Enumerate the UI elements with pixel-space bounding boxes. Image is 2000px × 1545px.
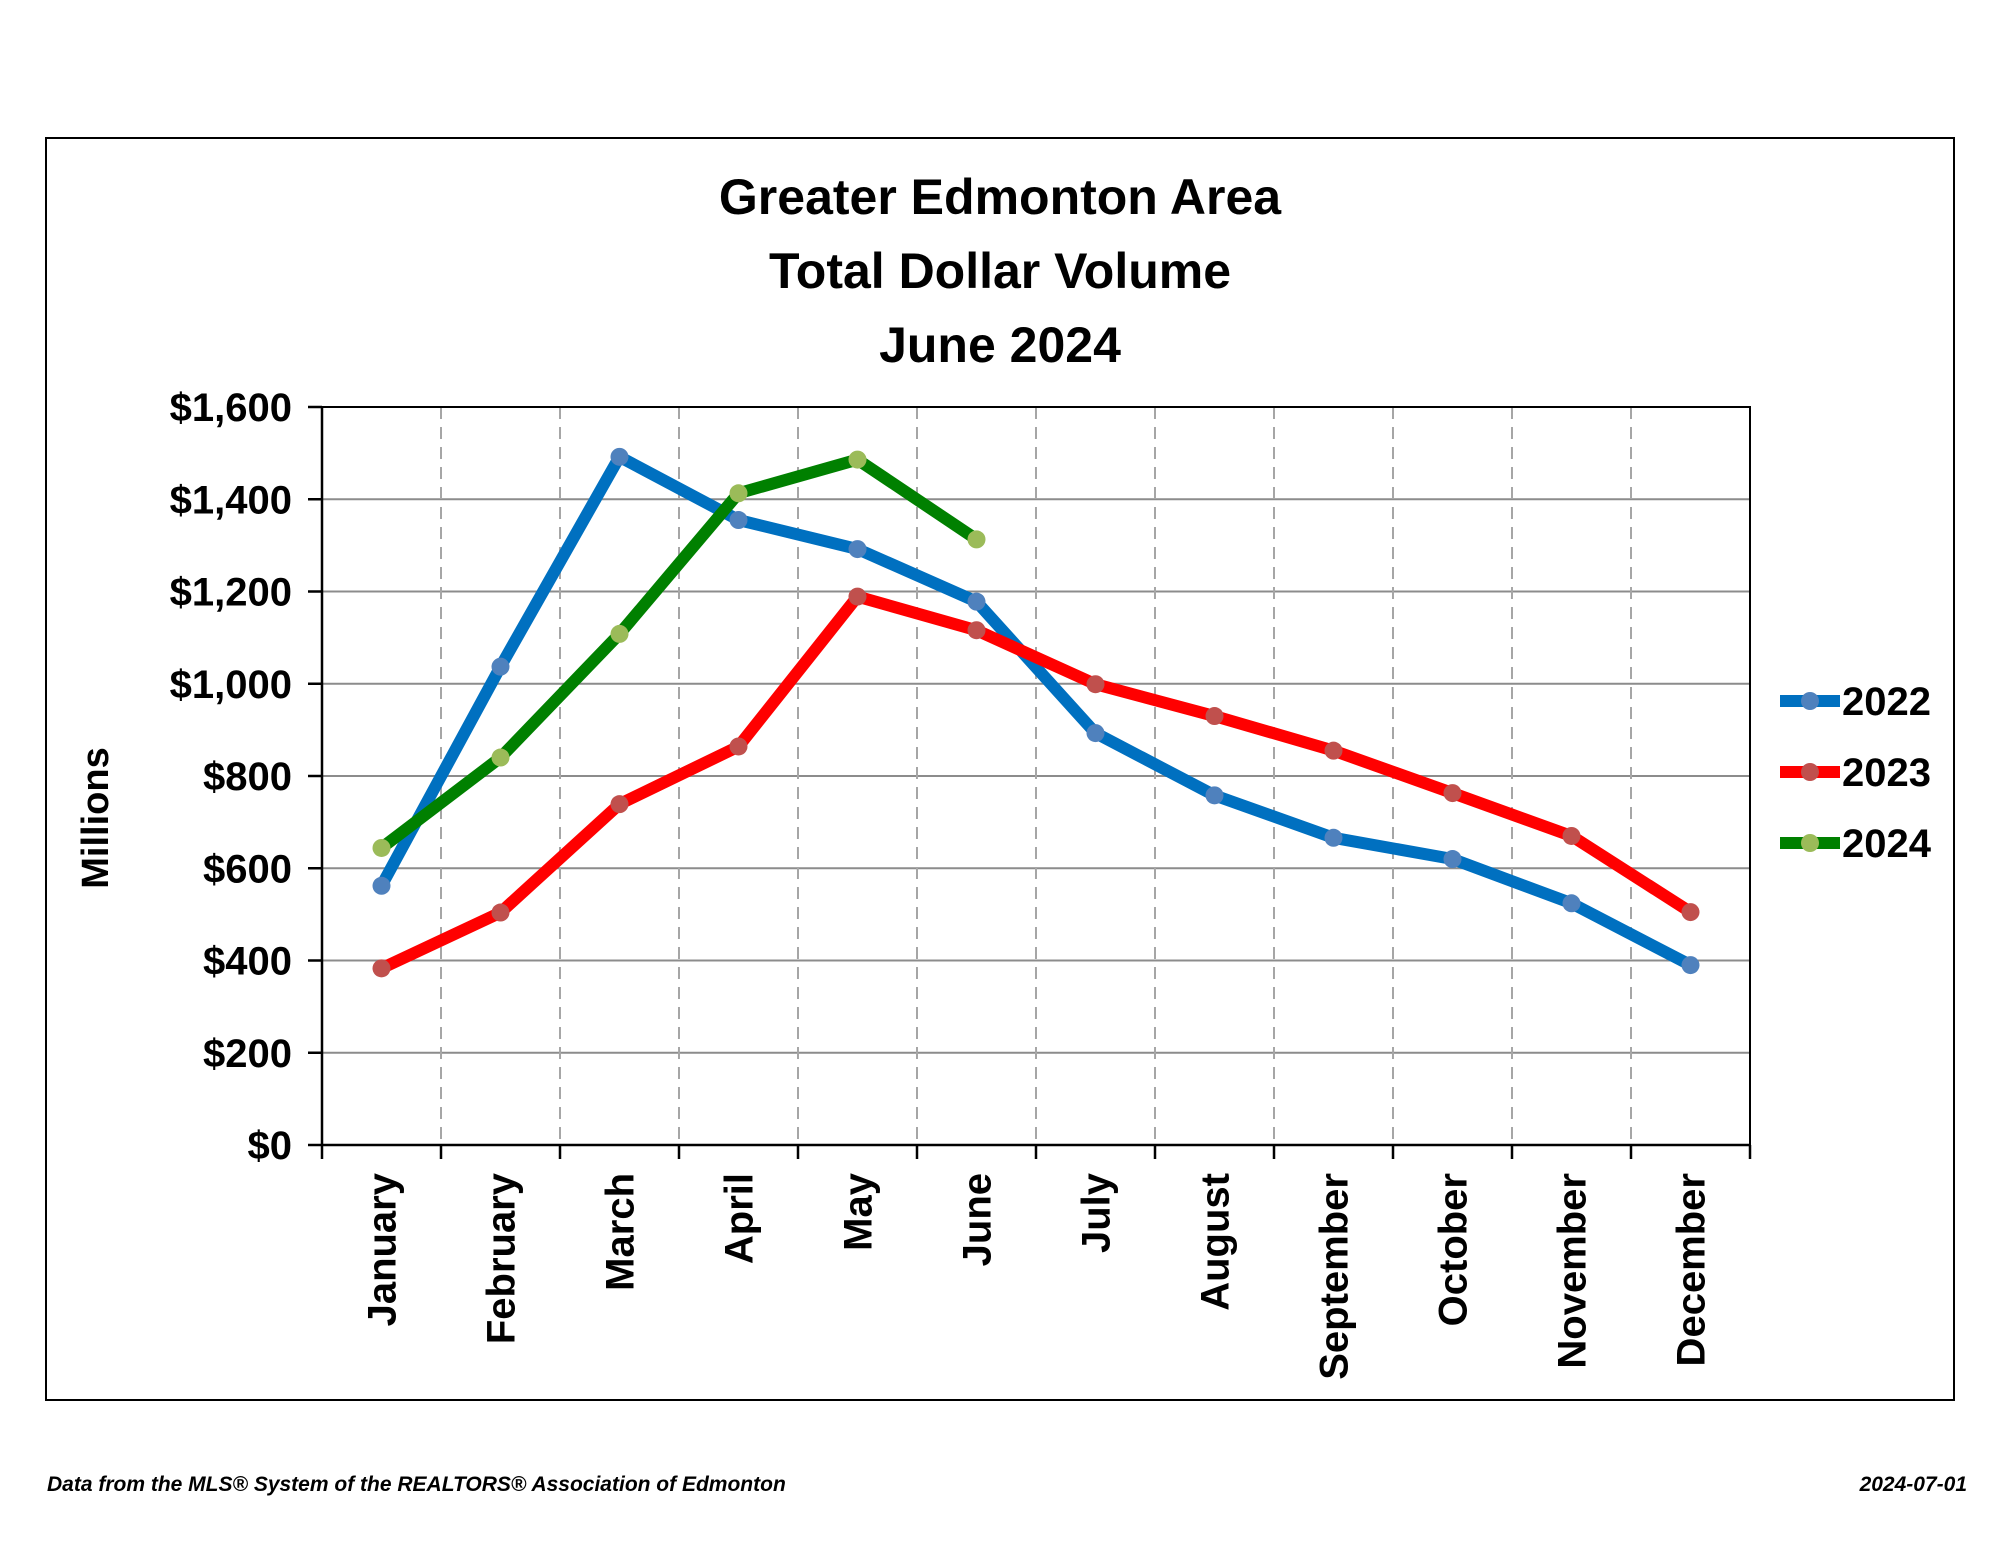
data-point-2024 bbox=[848, 450, 867, 469]
x-tick-label: September bbox=[1313, 1173, 1357, 1380]
x-tick-label: January bbox=[361, 1172, 405, 1326]
legend: 2022 2023 2024 bbox=[1780, 680, 1932, 866]
data-point-2023 bbox=[1324, 741, 1343, 760]
x-tick-label: July bbox=[1075, 1172, 1119, 1253]
y-tick-labels: $0 $200 $400 $600 $800 $1,000 $1,200 $1,400 $1,6… bbox=[170, 386, 292, 1168]
data-point-2022 bbox=[372, 876, 391, 895]
data-point-2024 bbox=[967, 530, 986, 549]
y-tick-label: $400 bbox=[203, 940, 292, 984]
data-point-2023 bbox=[848, 587, 867, 606]
data-point-2023 bbox=[967, 621, 986, 640]
y-tick-label: $800 bbox=[203, 755, 292, 799]
y-tick-label: $0 bbox=[248, 1124, 293, 1168]
data-point-2024 bbox=[610, 624, 629, 643]
data-point-2023 bbox=[1681, 903, 1700, 922]
data-point-2022 bbox=[1681, 956, 1700, 975]
data-point-2024 bbox=[491, 748, 510, 767]
y-tick-label: $600 bbox=[203, 847, 292, 891]
y-axis-label-group: Millions bbox=[75, 747, 117, 888]
x-tick-label: April bbox=[718, 1173, 762, 1264]
series-line-2024 bbox=[375, 453, 983, 854]
gridlines bbox=[322, 406, 1750, 1145]
data-point-2022 bbox=[1562, 894, 1581, 913]
footer-source-note: Data from the MLS® System of the REALTOR… bbox=[47, 1473, 786, 1496]
data-point-2022 bbox=[1443, 850, 1462, 869]
legend-label-2022: 2022 bbox=[1842, 680, 1931, 724]
series-line-2023 bbox=[375, 590, 1697, 975]
x-tick-label: May bbox=[837, 1172, 881, 1251]
data-point-2022 bbox=[967, 592, 986, 611]
axes bbox=[308, 405, 1752, 1159]
x-tick-label: March bbox=[599, 1173, 643, 1291]
y-tick-label: $1,200 bbox=[170, 571, 292, 615]
y-tick-label: $1,000 bbox=[170, 663, 292, 707]
data-point-2022 bbox=[1086, 724, 1105, 743]
data-point-2023 bbox=[1443, 784, 1462, 803]
series-line-2022 bbox=[375, 450, 1697, 972]
data-point-2023 bbox=[729, 737, 748, 756]
data-point-2024 bbox=[372, 838, 391, 857]
chart-title: Greater Edmonton Area Total Dollar Volume… bbox=[719, 169, 1282, 373]
x-tick-label: February bbox=[480, 1172, 524, 1344]
legend-swatch-marker-2024 bbox=[1801, 834, 1819, 852]
data-point-2023 bbox=[1086, 675, 1105, 694]
data-point-2023 bbox=[372, 959, 391, 978]
legend-label-2024: 2024 bbox=[1842, 822, 1932, 866]
footer-date: 2024-07-01 bbox=[1859, 1473, 1967, 1496]
data-point-2022 bbox=[1324, 828, 1343, 847]
legend-swatch-marker-2023 bbox=[1801, 763, 1819, 781]
data-point-2023 bbox=[1205, 707, 1224, 726]
chart-title-line-1: Greater Edmonton Area bbox=[719, 169, 1282, 225]
y-tick-label: $1,600 bbox=[170, 386, 292, 430]
data-point-2022 bbox=[610, 447, 629, 466]
data-point-2023 bbox=[1562, 826, 1581, 845]
data-point-2022 bbox=[491, 657, 510, 676]
x-tick-label: August bbox=[1194, 1173, 1238, 1311]
data-point-2022 bbox=[1205, 786, 1224, 805]
y-tick-label: $200 bbox=[203, 1032, 292, 1076]
legend-label-2023: 2023 bbox=[1842, 751, 1931, 795]
y-axis-label: Millions bbox=[75, 747, 117, 888]
x-tick-label: June bbox=[956, 1173, 1000, 1266]
data-point-2024 bbox=[729, 484, 748, 503]
series-lines bbox=[372, 447, 1700, 978]
chart-frame bbox=[45, 137, 1955, 1401]
x-tick-label: December bbox=[1670, 1173, 1714, 1366]
data-point-2022 bbox=[848, 540, 867, 559]
chart-title-line-2: Total Dollar Volume bbox=[769, 243, 1231, 299]
data-point-2023 bbox=[491, 903, 510, 922]
chart-title-line-3: June 2024 bbox=[879, 317, 1121, 373]
x-tick-label: October bbox=[1432, 1173, 1476, 1326]
y-tick-label: $1,400 bbox=[170, 478, 292, 522]
data-point-2023 bbox=[610, 795, 629, 814]
x-tick-labels: January February March April May June July Augu… bbox=[361, 1172, 1714, 1380]
data-point-2022 bbox=[729, 511, 748, 530]
x-tick-label: November bbox=[1551, 1173, 1595, 1369]
legend-swatch-marker-2022 bbox=[1801, 692, 1819, 710]
